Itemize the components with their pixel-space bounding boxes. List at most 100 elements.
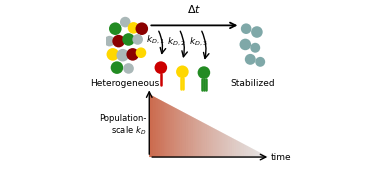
- Circle shape: [135, 22, 148, 35]
- Polygon shape: [244, 144, 245, 157]
- Circle shape: [111, 61, 123, 74]
- Polygon shape: [201, 122, 202, 157]
- Polygon shape: [216, 129, 217, 157]
- Polygon shape: [228, 136, 229, 157]
- Polygon shape: [255, 150, 256, 157]
- Polygon shape: [165, 103, 166, 157]
- Polygon shape: [187, 114, 188, 157]
- Polygon shape: [158, 99, 159, 157]
- Polygon shape: [219, 131, 220, 157]
- Polygon shape: [249, 147, 250, 157]
- Circle shape: [176, 65, 189, 78]
- Polygon shape: [169, 105, 170, 157]
- Polygon shape: [208, 125, 209, 157]
- Polygon shape: [204, 123, 205, 157]
- Circle shape: [120, 17, 130, 27]
- Polygon shape: [211, 127, 212, 157]
- Polygon shape: [251, 148, 252, 157]
- Polygon shape: [153, 96, 154, 157]
- Polygon shape: [265, 155, 266, 157]
- Polygon shape: [162, 101, 163, 157]
- Polygon shape: [250, 147, 251, 157]
- Polygon shape: [155, 97, 156, 157]
- Polygon shape: [176, 108, 177, 157]
- Polygon shape: [206, 124, 207, 157]
- Polygon shape: [231, 137, 232, 157]
- Polygon shape: [263, 154, 264, 157]
- Polygon shape: [264, 155, 265, 157]
- Polygon shape: [220, 132, 221, 157]
- Polygon shape: [151, 95, 152, 157]
- Polygon shape: [202, 122, 203, 157]
- Text: Population-
scale $k_D$: Population- scale $k_D$: [99, 114, 147, 137]
- Polygon shape: [210, 126, 211, 157]
- Polygon shape: [222, 133, 223, 157]
- Polygon shape: [215, 129, 216, 157]
- Polygon shape: [163, 102, 164, 157]
- Polygon shape: [149, 94, 150, 157]
- Polygon shape: [185, 113, 186, 157]
- Polygon shape: [237, 141, 238, 157]
- Polygon shape: [193, 117, 194, 157]
- Text: Stabilized: Stabilized: [231, 79, 275, 88]
- Polygon shape: [177, 109, 178, 157]
- Polygon shape: [209, 126, 210, 157]
- Polygon shape: [257, 151, 258, 157]
- Polygon shape: [246, 145, 247, 157]
- Circle shape: [123, 63, 134, 74]
- Polygon shape: [218, 131, 219, 157]
- Polygon shape: [195, 118, 196, 157]
- Polygon shape: [171, 106, 172, 157]
- Polygon shape: [238, 141, 239, 157]
- Polygon shape: [232, 138, 233, 157]
- Polygon shape: [224, 134, 225, 157]
- Polygon shape: [200, 121, 201, 157]
- Circle shape: [104, 36, 115, 46]
- Polygon shape: [243, 144, 244, 157]
- Polygon shape: [230, 137, 231, 157]
- Polygon shape: [254, 150, 255, 157]
- Polygon shape: [214, 128, 215, 157]
- Polygon shape: [236, 140, 237, 157]
- Polygon shape: [252, 148, 253, 157]
- Circle shape: [122, 33, 135, 46]
- Polygon shape: [253, 149, 254, 157]
- Circle shape: [116, 49, 129, 61]
- Polygon shape: [184, 113, 185, 157]
- Polygon shape: [266, 156, 267, 157]
- Polygon shape: [213, 128, 214, 157]
- Polygon shape: [221, 132, 222, 157]
- Circle shape: [250, 43, 260, 53]
- Polygon shape: [225, 134, 226, 157]
- Circle shape: [198, 66, 210, 79]
- Polygon shape: [258, 152, 259, 157]
- Polygon shape: [198, 120, 199, 157]
- Text: $k_{D,3}$: $k_{D,3}$: [189, 36, 208, 48]
- Circle shape: [136, 47, 146, 58]
- Polygon shape: [156, 98, 157, 157]
- Polygon shape: [167, 104, 168, 157]
- Circle shape: [251, 26, 263, 38]
- Polygon shape: [186, 114, 187, 157]
- Polygon shape: [233, 138, 234, 157]
- Polygon shape: [179, 110, 180, 157]
- Polygon shape: [196, 119, 197, 157]
- Circle shape: [126, 48, 139, 61]
- Polygon shape: [168, 104, 169, 157]
- Polygon shape: [188, 115, 189, 157]
- Polygon shape: [248, 146, 249, 157]
- Polygon shape: [229, 136, 230, 157]
- Polygon shape: [170, 105, 171, 157]
- Polygon shape: [212, 127, 213, 157]
- Circle shape: [245, 54, 256, 65]
- Polygon shape: [203, 123, 204, 157]
- Polygon shape: [172, 106, 173, 157]
- Polygon shape: [150, 95, 151, 157]
- Circle shape: [107, 48, 119, 61]
- Polygon shape: [183, 112, 184, 157]
- Polygon shape: [247, 146, 248, 157]
- Polygon shape: [161, 101, 162, 157]
- Text: $\Delta t$: $\Delta t$: [187, 3, 201, 15]
- Circle shape: [112, 35, 125, 47]
- Polygon shape: [234, 139, 235, 157]
